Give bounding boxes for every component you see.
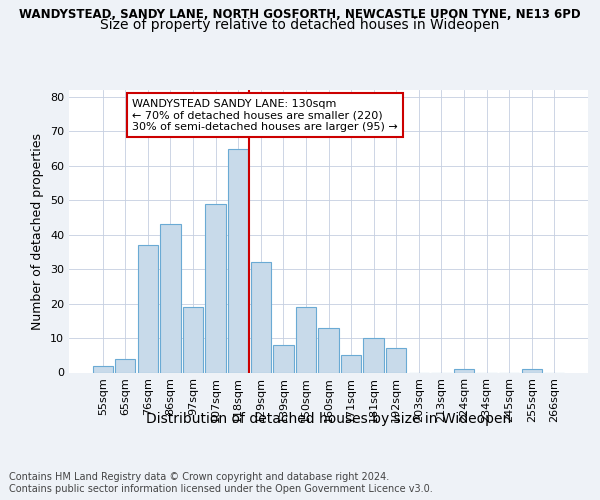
Bar xyxy=(160,224,181,372)
Bar xyxy=(273,345,293,372)
Bar xyxy=(364,338,384,372)
Text: Contains HM Land Registry data © Crown copyright and database right 2024.: Contains HM Land Registry data © Crown c… xyxy=(9,472,389,482)
Text: WANDYSTEAD SANDY LANE: 130sqm
← 70% of detached houses are smaller (220)
30% of : WANDYSTEAD SANDY LANE: 130sqm ← 70% of d… xyxy=(132,98,398,132)
Bar xyxy=(319,328,338,372)
Bar xyxy=(251,262,271,372)
Bar xyxy=(296,307,316,372)
Bar xyxy=(115,358,136,372)
Text: WANDYSTEAD, SANDY LANE, NORTH GOSFORTH, NEWCASTLE UPON TYNE, NE13 6PD: WANDYSTEAD, SANDY LANE, NORTH GOSFORTH, … xyxy=(19,8,581,20)
Text: Size of property relative to detached houses in Wideopen: Size of property relative to detached ho… xyxy=(100,18,500,32)
Bar xyxy=(205,204,226,372)
Bar xyxy=(386,348,406,372)
Y-axis label: Number of detached properties: Number of detached properties xyxy=(31,132,44,330)
Bar xyxy=(228,148,248,372)
Bar xyxy=(183,307,203,372)
Bar xyxy=(454,369,474,372)
Text: Distribution of detached houses by size in Wideopen: Distribution of detached houses by size … xyxy=(146,412,511,426)
Bar xyxy=(92,366,113,372)
Bar xyxy=(341,356,361,372)
Text: Contains public sector information licensed under the Open Government Licence v3: Contains public sector information licen… xyxy=(9,484,433,494)
Bar xyxy=(138,245,158,372)
Bar xyxy=(521,369,542,372)
